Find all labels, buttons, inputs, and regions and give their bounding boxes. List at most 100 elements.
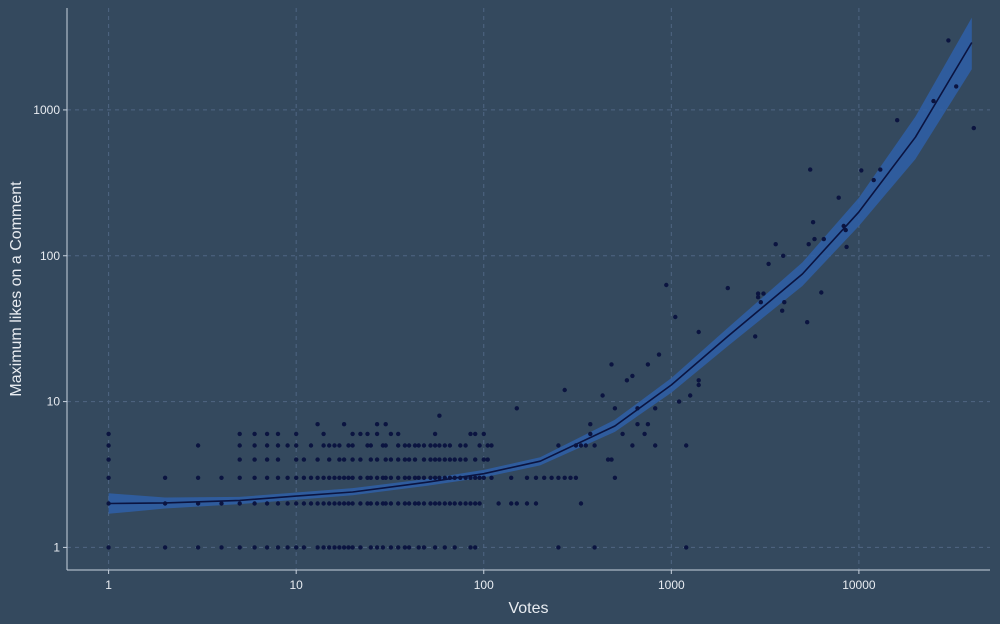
data-point [315, 457, 320, 462]
data-point [252, 475, 257, 480]
data-point [252, 443, 257, 448]
data-point [285, 443, 290, 448]
data-point [402, 501, 408, 506]
data-point [106, 443, 111, 448]
data-point [264, 431, 270, 437]
data-point [341, 475, 347, 480]
data-point [452, 457, 457, 462]
data-point [676, 399, 682, 404]
data-point [294, 457, 299, 462]
data-point [836, 195, 841, 200]
data-point [931, 98, 936, 104]
data-point [485, 443, 490, 448]
y-tick-label: 1000 [33, 103, 60, 117]
data-point [346, 443, 351, 448]
data-point [388, 501, 394, 506]
data-point [396, 431, 401, 437]
data-point [642, 431, 647, 437]
data-point [468, 501, 473, 506]
data-point [341, 545, 347, 550]
data-point [402, 457, 408, 462]
data-point [337, 545, 342, 550]
data-point [481, 457, 486, 462]
data-point [337, 501, 342, 506]
data-point [308, 501, 314, 506]
data-point [162, 545, 168, 550]
data-point [684, 443, 689, 448]
data-point [452, 501, 457, 506]
data-point [761, 291, 766, 296]
data-point [562, 387, 567, 393]
data-point [808, 167, 813, 172]
grid [67, 8, 990, 570]
data-point [358, 501, 363, 506]
data-point [294, 545, 299, 550]
data-point [781, 253, 786, 258]
data-point [485, 457, 490, 462]
data-point [374, 457, 380, 462]
data-point [946, 38, 951, 43]
data-point [468, 431, 473, 437]
data-point [421, 475, 427, 480]
data-point [843, 227, 848, 233]
data-point [321, 545, 326, 550]
data-point [758, 300, 763, 305]
data-point [321, 431, 326, 437]
data-point [346, 501, 351, 506]
data-point [383, 443, 388, 448]
data-point [578, 501, 584, 506]
data-point [612, 475, 618, 480]
data-point [878, 167, 883, 172]
data-point [396, 545, 401, 550]
data-point [452, 545, 457, 550]
data-point [346, 475, 351, 480]
x-tick-label: 10000 [842, 578, 876, 592]
smooth-line-layer [108, 42, 973, 505]
axes [66, 8, 990, 571]
data-point [315, 422, 320, 427]
data-point [481, 431, 486, 437]
data-point [315, 475, 320, 480]
data-point [365, 443, 370, 448]
data-point [346, 545, 351, 550]
data-point [432, 475, 438, 480]
data-point [806, 242, 811, 247]
data-point [275, 475, 281, 480]
y-tick-label: 1 [53, 540, 60, 554]
data-point [421, 443, 427, 448]
data-point [402, 545, 408, 550]
data-point [844, 244, 849, 250]
x-tick-label: 1 [105, 578, 112, 592]
data-point [406, 457, 412, 462]
data-point [350, 475, 355, 480]
data-point [432, 501, 438, 506]
data-point [195, 545, 201, 550]
data-point [308, 443, 314, 448]
data-point [294, 431, 299, 437]
data-point [106, 545, 111, 550]
data-point [383, 501, 388, 506]
data-point [773, 242, 778, 247]
data-point [859, 168, 864, 173]
data-point [463, 443, 468, 448]
data-point [496, 501, 501, 506]
data-point [402, 475, 408, 480]
data-point [696, 382, 701, 388]
data-point [350, 457, 355, 462]
data-point [285, 545, 290, 550]
data-point [195, 443, 201, 448]
data-point [264, 545, 270, 550]
data-point [588, 422, 593, 427]
data-point [237, 457, 242, 462]
data-point [447, 457, 453, 462]
data-point [442, 443, 447, 448]
data-point [406, 443, 412, 448]
data-point [458, 443, 463, 448]
data-point [388, 545, 394, 550]
data-point [285, 475, 290, 480]
data-point [332, 475, 337, 480]
data-point [294, 501, 299, 506]
data-point [463, 501, 468, 506]
